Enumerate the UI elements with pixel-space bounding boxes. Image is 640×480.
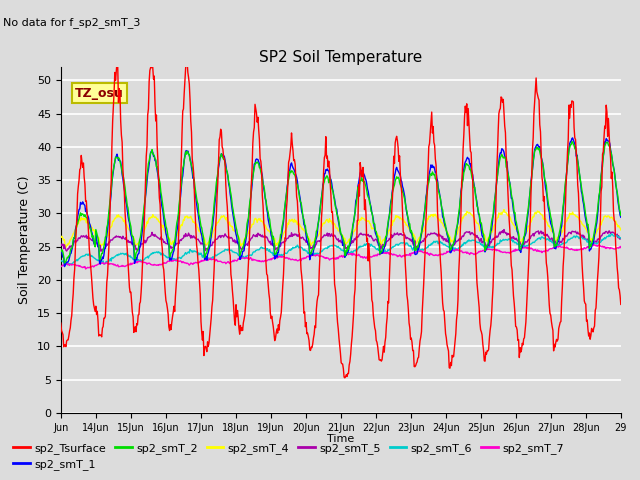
Y-axis label: Soil Temperature (C): Soil Temperature (C)	[19, 176, 31, 304]
X-axis label: Time: Time	[327, 434, 355, 444]
Text: TZ_osu: TZ_osu	[75, 86, 124, 99]
Title: SP2 Soil Temperature: SP2 Soil Temperature	[259, 49, 422, 65]
Legend: sp2_Tsurface, sp2_smT_1, sp2_smT_2, sp2_smT_4, sp2_smT_5, sp2_smT_6, sp2_smT_7: sp2_Tsurface, sp2_smT_1, sp2_smT_2, sp2_…	[9, 438, 568, 474]
Text: No data for f_sp2_smT_3: No data for f_sp2_smT_3	[3, 17, 141, 28]
